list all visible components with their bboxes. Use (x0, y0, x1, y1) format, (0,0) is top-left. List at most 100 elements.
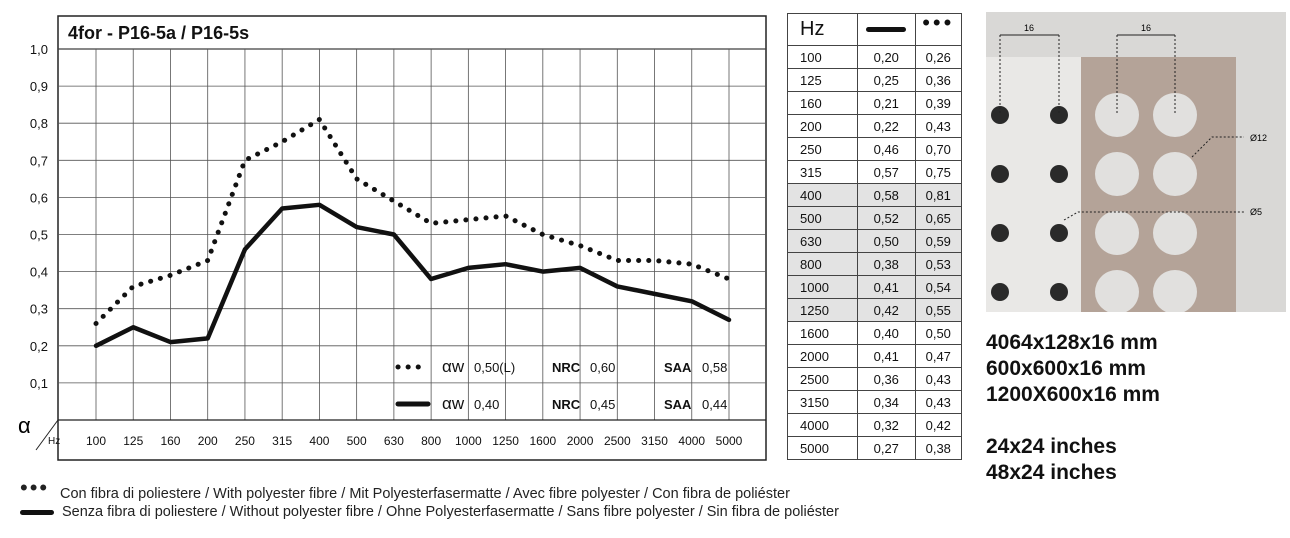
table-cell-hz: 100 (787, 45, 858, 69)
table-cell-hz: 1600 (787, 321, 858, 345)
table-header-hz: Hz (787, 13, 858, 46)
legend-dotted-saa-value: 0,58 (702, 360, 727, 375)
table-cell-dotted: 0,42 (914, 413, 963, 437)
x-axis-title: Hz (48, 436, 60, 447)
table-cell-solid: 0,22 (857, 114, 916, 138)
table-cell-hz: 315 (787, 160, 858, 184)
table-cell-solid: 0,46 (857, 137, 916, 161)
small-hole (1050, 224, 1068, 242)
table-cell-hz: 1250 (787, 298, 858, 322)
dimension-a (999, 34, 1060, 115)
dimension-inches-1: 24x24 inches (986, 435, 1117, 458)
table-row: 500 0,52 0,65 (787, 206, 963, 230)
table-cell-dotted: 0,47 (914, 344, 963, 368)
y-tick-label: 0,4 (30, 265, 48, 280)
bottom-legend-solid: Senza fibra di poliestere / Without poly… (20, 504, 839, 520)
x-tick-label: 500 (347, 434, 367, 448)
table-cell-solid: 0,57 (857, 160, 916, 184)
table-cell-solid: 0,42 (857, 298, 916, 322)
large-hole (1095, 152, 1139, 196)
table-cell-hz: 2000 (787, 344, 858, 368)
table-cell-dotted: 0,39 (914, 91, 963, 115)
table-cell-solid: 0,50 (857, 229, 916, 253)
table-row: 160 0,21 0,39 (787, 91, 963, 115)
series-solid-line (93, 202, 732, 349)
table-cell-hz: 250 (787, 137, 858, 161)
dotted-line-symbol: ••• (922, 10, 955, 35)
small-hole (991, 283, 1009, 301)
table-cell-solid: 0,52 (857, 206, 916, 230)
bottom-legend-dotted-text: Con fibra di poliestere / With polyester… (60, 486, 790, 502)
table-row: 800 0,38 0,53 (787, 252, 963, 276)
table-cell-dotted: 0,59 (914, 229, 963, 253)
x-tick-label: 250 (235, 434, 255, 448)
table-cell-dotted: 0,36 (914, 68, 963, 92)
table-cell-hz: 630 (787, 229, 858, 253)
x-tick-label: 125 (123, 434, 143, 448)
y-tick-label: 1,0 (30, 42, 48, 57)
table-cell-hz: 3150 (787, 390, 858, 414)
table-header-dotted: ••• (914, 12, 963, 46)
table-cell-solid: 0,34 (857, 390, 916, 414)
chart-title: 4for - P16-5a / P16-5s (68, 23, 249, 43)
small-hole-leader (1063, 211, 1244, 221)
chart-frame (57, 15, 767, 461)
x-tick-label: 5000 (716, 434, 743, 448)
table-row: 5000 0,27 0,38 (787, 436, 963, 460)
dimension-mm-1: 4064x128x16 mm (986, 331, 1158, 354)
small-hole-zone (986, 57, 1081, 312)
large-hole (1095, 270, 1139, 312)
legend-solid-saa-value: 0,44 (702, 397, 727, 412)
table-cell-dotted: 0,43 (914, 390, 963, 414)
table-row: 250 0,46 0,70 (787, 137, 963, 161)
table-cell-hz: 125 (787, 68, 858, 92)
table-cell-dotted: 0,81 (914, 183, 963, 207)
bottom-legend-dotted-symbol: ••• (20, 475, 50, 500)
large-hole (1153, 93, 1197, 137)
legend-dotted-aw-value: 0,50(L) (474, 360, 515, 375)
x-tick-label: 2000 (567, 434, 594, 448)
table-cell-solid: 0,58 (857, 183, 916, 207)
table-row: 400 0,58 0,81 (787, 183, 963, 207)
legend-row-solid: αw 0,40 NRC 0,45 SAA 0,44 (395, 394, 727, 413)
x-tick-label: 1250 (492, 434, 519, 448)
table-row: 4000 0,32 0,42 (787, 413, 963, 437)
table-cell-solid: 0,36 (857, 367, 916, 391)
solid-line-symbol (866, 27, 907, 33)
perforation-diagram: 16 16 Ø12 Ø5 (986, 12, 1286, 312)
absorption-chart: 4for - P16-5a / P16-5s 1,0 0,9 0,8 0,7 0,6 0,… (18, 15, 767, 461)
table-row: 2500 0,36 0,43 (787, 367, 963, 391)
table-cell-dotted: 0,26 (914, 45, 963, 69)
legend-solid-nrc-label: NRC (552, 397, 581, 412)
legend-solid-aw-label: αw (442, 394, 465, 413)
table-cell-hz: 800 (787, 252, 858, 276)
y-tick-label: 0,8 (30, 116, 48, 131)
legend-dotted-aw-label: αw (442, 357, 465, 376)
dimension-b (1116, 34, 1176, 115)
legend-dotted-nrc-value: 0,60 (590, 360, 615, 375)
y-tick-label: 0,3 (30, 302, 48, 317)
small-hole-label: Ø5 (1250, 207, 1262, 217)
x-tick-label: 800 (421, 434, 441, 448)
large-hole (1095, 211, 1139, 255)
dimension-b-label: 16 (1141, 23, 1151, 33)
table-header-solid (857, 13, 916, 46)
dimension-mm-3: 1200X600x16 mm (986, 383, 1160, 406)
table-cell-dotted: 0,50 (914, 321, 963, 345)
x-tick-label: 400 (309, 434, 329, 448)
y-tick-label: 0,2 (30, 339, 48, 354)
table-row: 2000 0,41 0,47 (787, 344, 963, 368)
table-cell-dotted: 0,43 (914, 114, 963, 138)
bottom-legend-solid-text: Senza fibra di poliestere / Without poly… (62, 504, 839, 520)
table-header-row: Hz ••• (787, 12, 963, 46)
table-row: 1000 0,41 0,54 (787, 275, 963, 299)
table-cell-dotted: 0,70 (914, 137, 963, 161)
small-hole (991, 106, 1009, 124)
x-tick-label: 630 (384, 434, 404, 448)
bottom-legend-solid-symbol (20, 509, 54, 515)
table-cell-solid: 0,21 (857, 91, 916, 115)
large-hole (1153, 270, 1197, 312)
small-hole (991, 165, 1009, 183)
large-hole (1153, 152, 1197, 196)
x-tick-label: 100 (86, 434, 106, 448)
